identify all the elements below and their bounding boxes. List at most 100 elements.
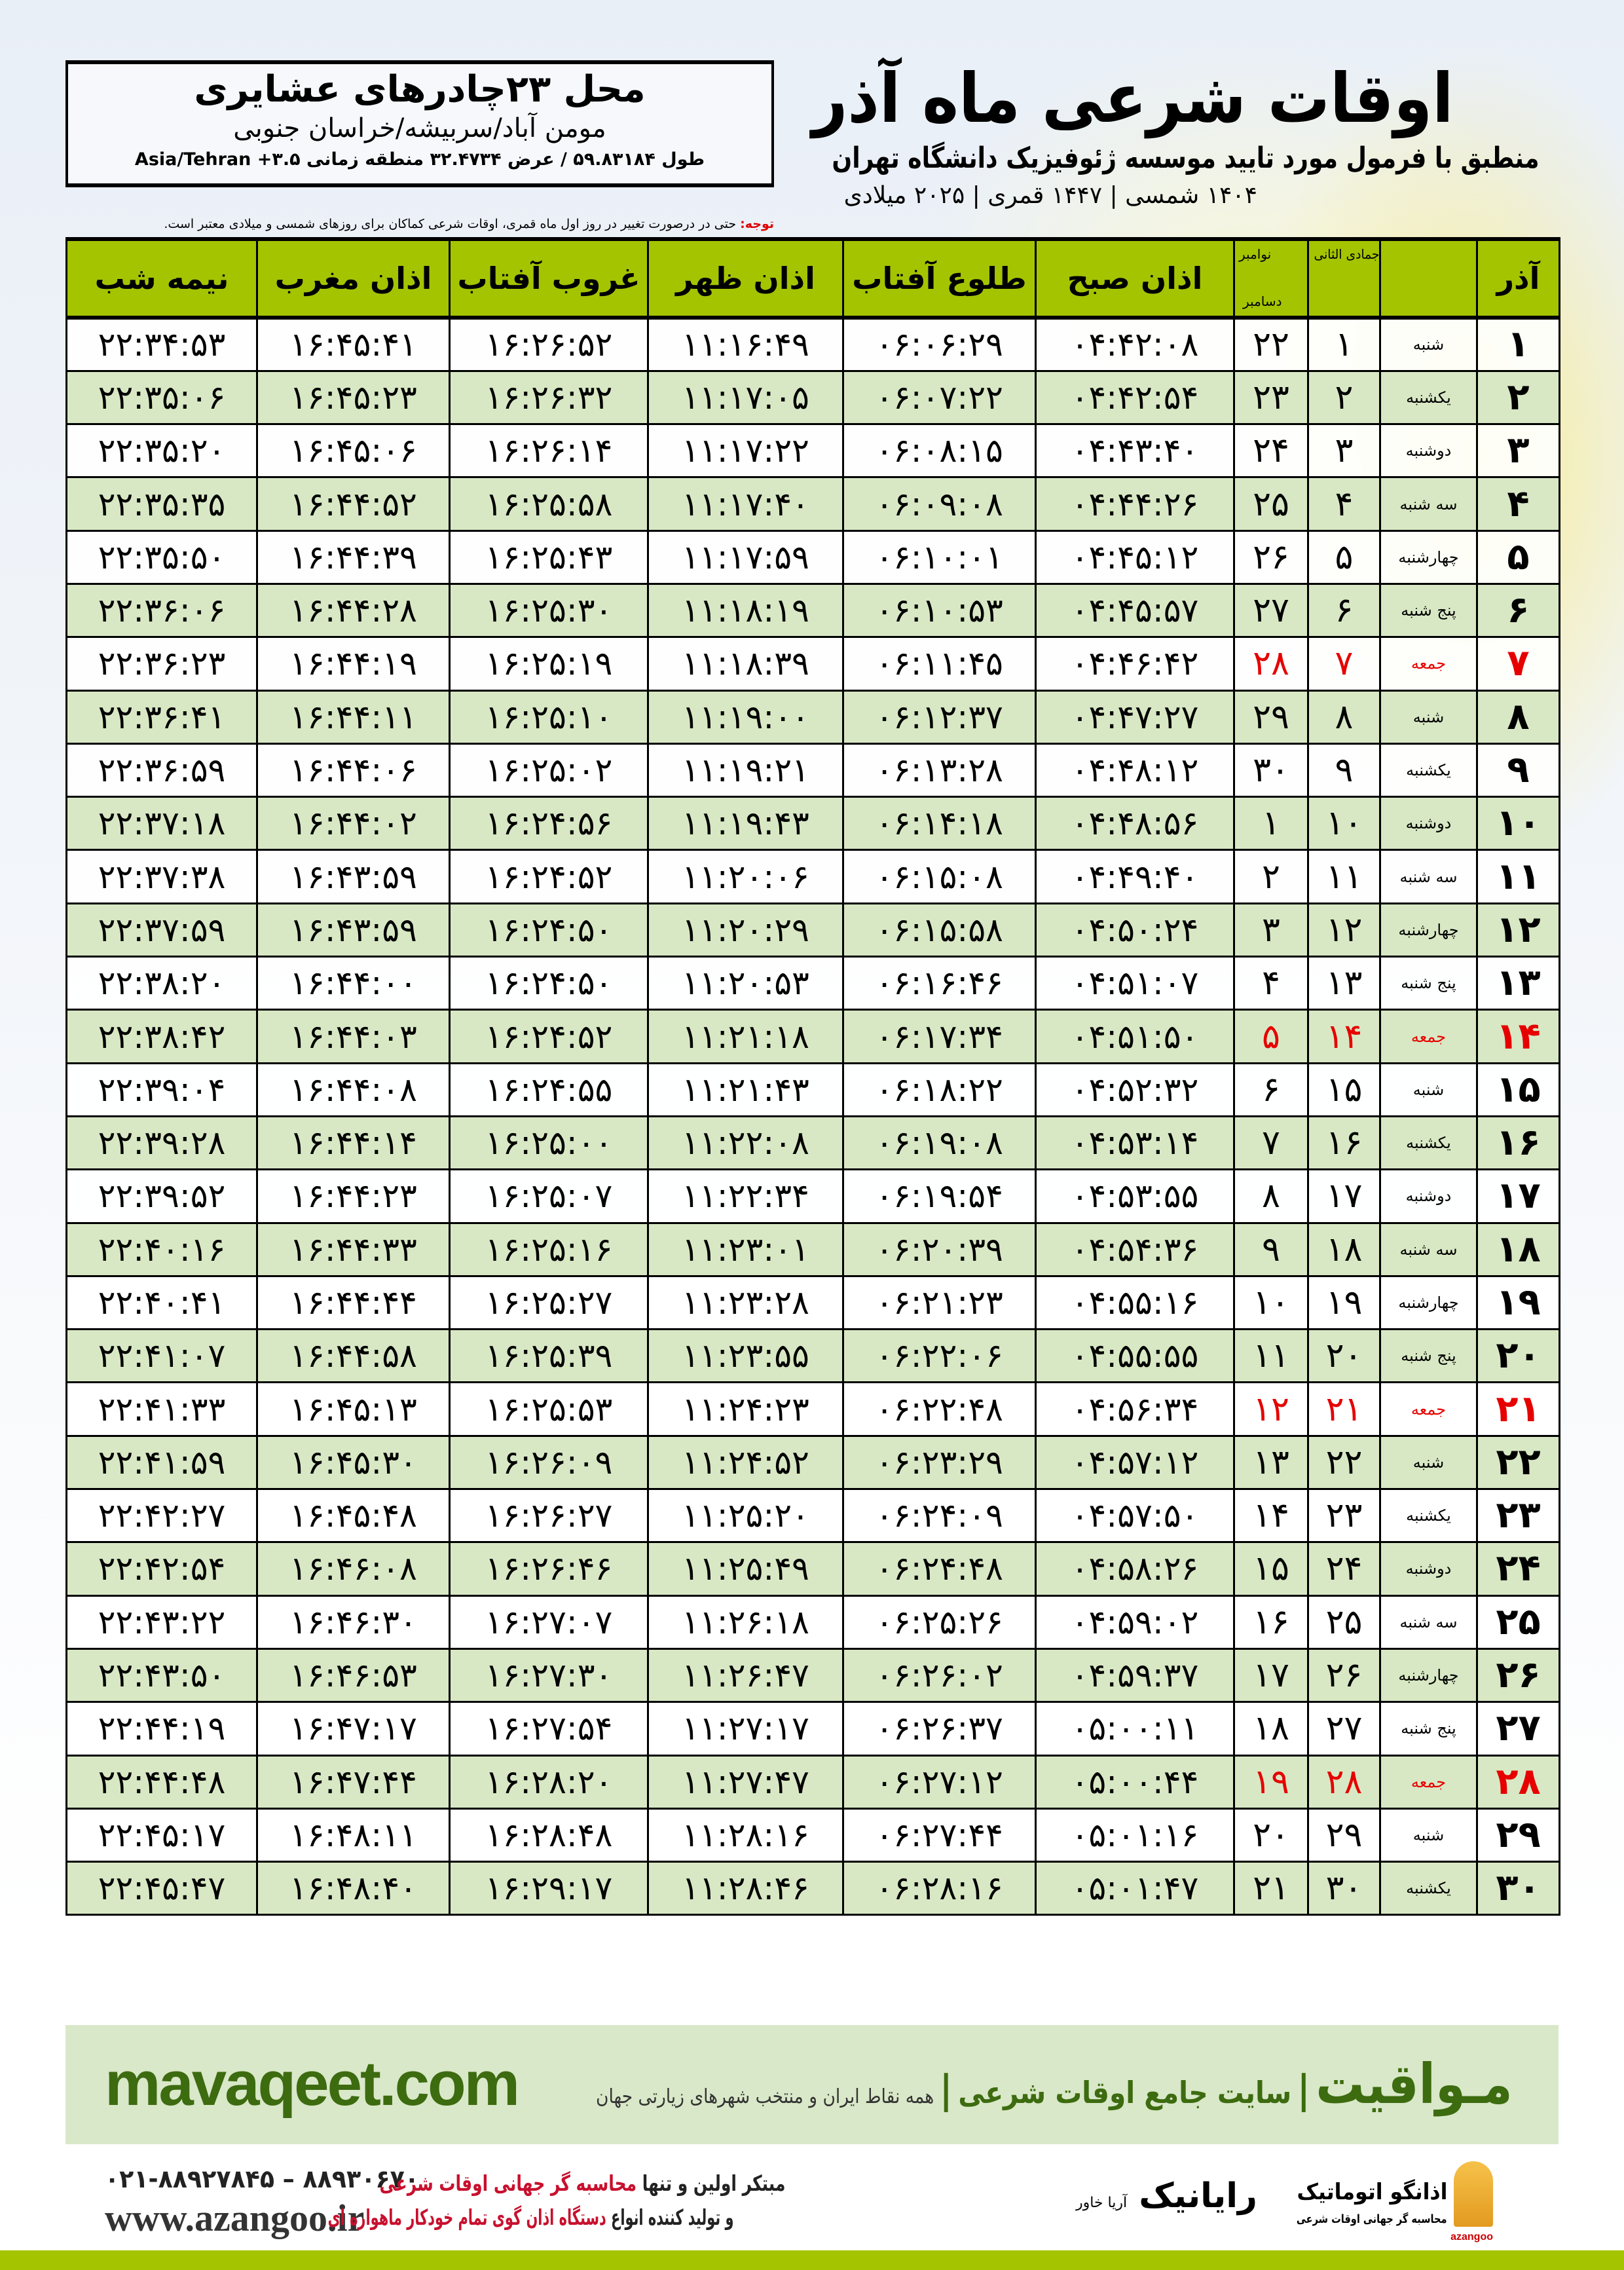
cell-miladi-day: ۹ bbox=[1233, 1221, 1309, 1277]
cell-miladi-day: ۲۵ bbox=[1233, 476, 1309, 532]
cell-day: ۲۴ bbox=[1476, 1541, 1560, 1597]
cell-sobh: ۰۴:۴۶:۴۲ bbox=[1035, 636, 1235, 692]
cell-ghorub: ۱۶:۲۷:۰۷ bbox=[449, 1594, 649, 1650]
cell-qamari-day: ۲۱ bbox=[1307, 1381, 1381, 1437]
header-sobh: اذان صبح bbox=[1067, 261, 1203, 296]
table-row: ۲ یکشنبه ۲ ۲۳ ۰۴:۴۲:۵۴ ۰۶:۰۷:۲۲ ۱۱:۱۷:۰۵ ۱۶:۲۶:… bbox=[65, 369, 1560, 426]
cell-qamari-day: ۲۵ bbox=[1307, 1594, 1381, 1650]
cell-sobh: ۰۵:۰۰:۴۴ bbox=[1035, 1754, 1235, 1810]
cell-maghrib: ۱۶:۴۴:۳۳ bbox=[256, 1221, 451, 1277]
cell-ghorub: ۱۶:۲۶:۴۶ bbox=[449, 1541, 649, 1597]
cell-weekday: شنبه bbox=[1379, 1062, 1478, 1117]
cell-miladi-day: ۲۶ bbox=[1233, 529, 1309, 585]
cell-sobh: ۰۵:۰۱:۱۶ bbox=[1035, 1807, 1235, 1863]
cell-weekday: شنبه bbox=[1379, 1807, 1478, 1863]
cell-weekday: چهارشنبه bbox=[1379, 902, 1478, 958]
cell-day: ۱۷ bbox=[1476, 1168, 1560, 1224]
cell-ghorub: ۱۶:۲۶:۰۹ bbox=[449, 1434, 649, 1491]
cell-sobh: ۰۴:۵۴:۳۶ bbox=[1035, 1221, 1235, 1277]
cell-maghrib: ۱۶:۴۳:۵۹ bbox=[256, 849, 451, 904]
cell-maghrib: ۱۶:۴۷:۴۴ bbox=[256, 1754, 451, 1810]
cell-sobh: ۰۴:۵۵:۱۶ bbox=[1035, 1275, 1235, 1331]
cell-tolu: ۰۶:۲۴:۰۹ bbox=[842, 1488, 1037, 1544]
table-row: ۱۱ سه شنبه ۱۱ ۲ ۰۴:۴۹:۴۰ ۰۶:۱۵:۰۸ ۱۱:۲۰:۰۶ ۱۶:۲… bbox=[65, 849, 1560, 904]
cell-sobh: ۰۴:۴۳:۴۰ bbox=[1035, 423, 1235, 479]
cell-zohr: ۱۱:۲۰:۵۳ bbox=[647, 956, 844, 1011]
cell-zohr: ۱۱:۲۱:۴۳ bbox=[647, 1062, 844, 1117]
cell-qamari-day: ۱۴ bbox=[1307, 1009, 1381, 1064]
cell-sobh: ۰۴:۴۲:۰۸ bbox=[1035, 316, 1235, 372]
azangoo-website[interactable]: www.azangoo.ir bbox=[105, 2197, 365, 2239]
cell-miladi-day: ۲۳ bbox=[1233, 369, 1309, 426]
cell-miladi-day: ۴ bbox=[1233, 956, 1309, 1011]
cell-day: ۱۳ bbox=[1476, 956, 1560, 1011]
promo-line-1: مبتکر اولین و تنها محاسبه گر جهانی اوقات… bbox=[380, 2167, 786, 2201]
cell-sobh: ۰۴:۵۷:۵۰ bbox=[1035, 1488, 1235, 1544]
cell-weekday: چهارشنبه bbox=[1379, 1275, 1478, 1331]
cell-sobh: ۰۴:۴۹:۴۰ bbox=[1035, 849, 1235, 904]
cell-day: ۲۸ bbox=[1476, 1754, 1560, 1810]
cell-miladi-day: ۲۲ bbox=[1233, 316, 1309, 372]
cell-nime: ۲۲:۳۷:۵۹ bbox=[65, 902, 258, 958]
cell-tolu: ۰۶:۱۳:۲۸ bbox=[842, 742, 1037, 798]
divider: | bbox=[1297, 2067, 1310, 2113]
footer: ۰۲۱-۸۸۹۲۷۸۴۵ – ۸۸۹۳۰۶۷۰ www.azangoo.ir م… bbox=[65, 2161, 1559, 2246]
cell-tolu: ۰۶:۰۹:۰۸ bbox=[842, 476, 1037, 532]
cell-maghrib: ۱۶:۴۴:۰۳ bbox=[256, 1009, 451, 1064]
cell-weekday: پنج شنبه bbox=[1379, 1328, 1478, 1384]
cell-day: ۱۱ bbox=[1476, 849, 1560, 904]
cell-zohr: ۱۱:۱۷:۲۲ bbox=[647, 423, 844, 479]
cell-nime: ۲۲:۳۸:۴۲ bbox=[65, 1009, 258, 1064]
cell-ghorub: ۱۶:۲۶:۱۴ bbox=[449, 423, 649, 479]
cell-ghorub: ۱۶:۲۴:۵۲ bbox=[449, 849, 649, 904]
cell-nime: ۲۲:۳۶:۵۹ bbox=[65, 742, 258, 798]
cell-tolu: ۰۶:۱۶:۴۶ bbox=[842, 956, 1037, 1011]
cell-qamari-day: ۲۸ bbox=[1307, 1754, 1381, 1810]
cell-miladi-day: ۱۲ bbox=[1233, 1381, 1309, 1437]
cell-maghrib: ۱۶:۴۴:۰۸ bbox=[256, 1062, 451, 1117]
cell-day: ۱۶ bbox=[1476, 1115, 1560, 1171]
cell-sobh: ۰۴:۵۵:۵۵ bbox=[1035, 1328, 1235, 1384]
cell-tolu: ۰۶:۱۴:۱۸ bbox=[842, 796, 1037, 851]
cell-zohr: ۱۱:۱۶:۴۹ bbox=[647, 316, 844, 372]
cell-qamari-day: ۲ bbox=[1307, 369, 1381, 426]
cell-ghorub: ۱۶:۲۵:۳۰ bbox=[449, 582, 649, 639]
cell-nime: ۲۲:۳۷:۳۸ bbox=[65, 849, 258, 904]
cell-tolu: ۰۶:۱۵:۰۸ bbox=[842, 849, 1037, 904]
cell-ghorub: ۱۶:۲۵:۴۳ bbox=[449, 529, 649, 585]
cell-tolu: ۰۶:۱۷:۳۴ bbox=[842, 1009, 1037, 1064]
table-row: ۲۲ شنبه ۲۲ ۱۳ ۰۴:۵۷:۱۲ ۰۶:۲۳:۲۹ ۱۱:۲۴:۵۲ ۱۶:۲۶:… bbox=[65, 1434, 1560, 1491]
cell-qamari-day: ۳ bbox=[1307, 423, 1381, 479]
cell-ghorub: ۱۶:۲۵:۰۰ bbox=[449, 1115, 649, 1171]
cell-zohr: ۱۱:۲۵:۲۰ bbox=[647, 1488, 844, 1544]
cell-sobh: ۰۴:۵۹:۰۲ bbox=[1035, 1594, 1235, 1650]
azangoo-logo-en: azangoo bbox=[1450, 2231, 1493, 2242]
cell-maghrib: ۱۶:۴۴:۱۴ bbox=[256, 1115, 451, 1171]
cell-ghorub: ۱۶:۲۴:۵۲ bbox=[449, 1009, 649, 1064]
cell-day: ۱۵ bbox=[1476, 1062, 1560, 1117]
promo-1b: محاسبه گر جهانی اوقات شرعی bbox=[379, 2170, 637, 2196]
promo-2a: و تولید کننده انواع bbox=[606, 2205, 734, 2230]
cell-weekday: یکشنبه bbox=[1379, 369, 1478, 426]
cell-tolu: ۰۶:۲۳:۲۹ bbox=[842, 1434, 1037, 1491]
cell-sobh: ۰۴:۴۸:۵۶ bbox=[1035, 796, 1235, 851]
cell-weekday: شنبه bbox=[1379, 1434, 1478, 1491]
cell-tolu: ۰۶:۱۹:۰۸ bbox=[842, 1115, 1037, 1171]
location-name: محل ۲۳چادرهای عشایری bbox=[194, 68, 646, 111]
cell-tolu: ۰۶:۲۷:۴۴ bbox=[842, 1807, 1037, 1863]
cell-nime: ۲۲:۳۵:۰۶ bbox=[65, 369, 258, 426]
cell-sobh: ۰۴:۵۳:۵۵ bbox=[1035, 1168, 1235, 1224]
cell-sobh: ۰۴:۴۴:۲۶ bbox=[1035, 476, 1235, 532]
cell-day: ۲۷ bbox=[1476, 1701, 1560, 1757]
table-row: ۱۵ شنبه ۱۵ ۶ ۰۴:۵۲:۳۲ ۰۶:۱۸:۲۲ ۱۱:۲۱:۴۳ ۱۶:۲۴:۵… bbox=[65, 1062, 1560, 1117]
mavaqeet-site-link[interactable]: mavaqeet.com bbox=[105, 2049, 520, 2119]
cell-miladi-day: ۲۸ bbox=[1233, 636, 1309, 692]
cell-day: ۱۸ bbox=[1476, 1221, 1560, 1277]
cell-qamari-day: ۲۷ bbox=[1307, 1701, 1381, 1757]
cell-tolu: ۰۶:۱۰:۵۳ bbox=[842, 582, 1037, 639]
cell-miladi-day: ۵ bbox=[1233, 1009, 1309, 1064]
cell-ghorub: ۱۶:۲۶:۵۲ bbox=[449, 316, 649, 372]
cell-weekday: یکشنبه bbox=[1379, 1115, 1478, 1171]
cell-ghorub: ۱۶:۲۷:۳۰ bbox=[449, 1647, 649, 1703]
header-nime-cell: نیمه شب bbox=[65, 237, 258, 320]
